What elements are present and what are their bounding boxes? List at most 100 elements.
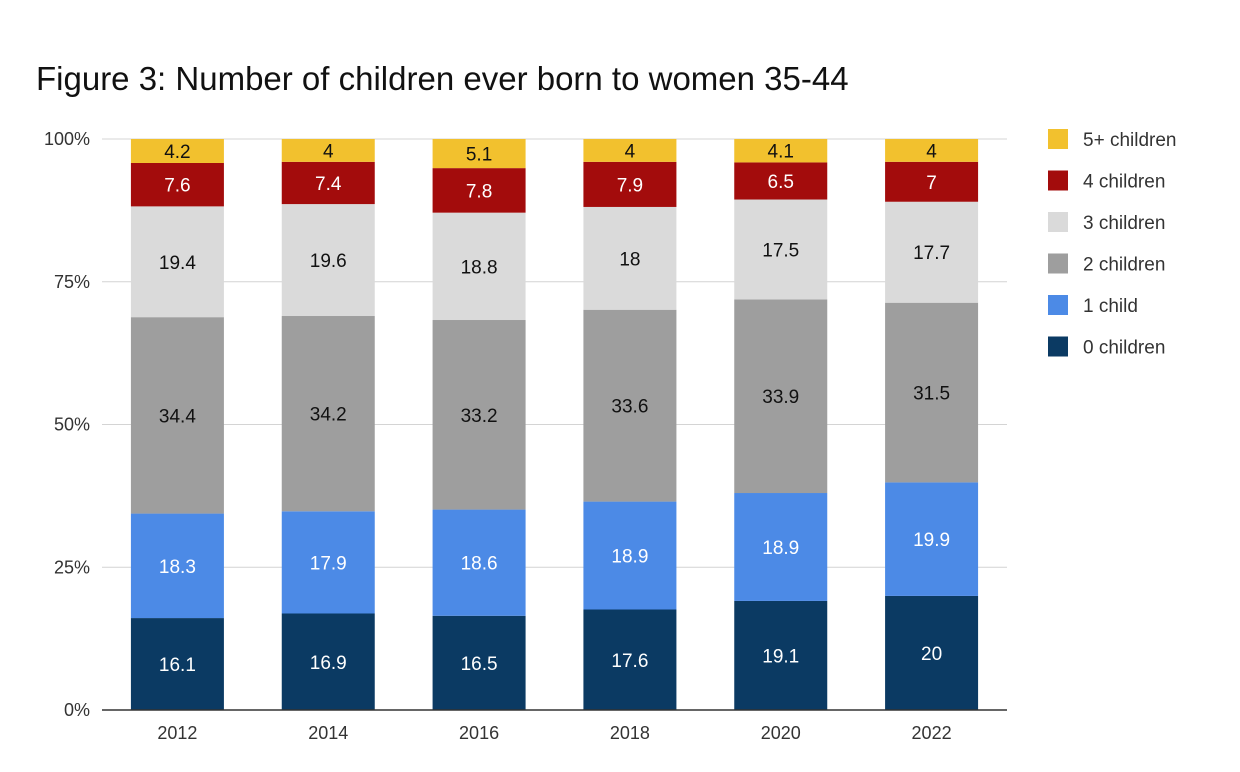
data-label: 4 xyxy=(323,141,334,162)
x-tick-label: 2014 xyxy=(308,723,348,743)
bar-segment xyxy=(734,199,828,300)
bar-segment xyxy=(583,501,677,610)
bar-segment xyxy=(583,161,677,207)
legend-label: 1 child xyxy=(1083,296,1138,317)
data-label: 7.9 xyxy=(617,175,643,196)
data-label: 16.9 xyxy=(310,653,347,674)
bar-segment xyxy=(432,212,526,321)
bar-segment xyxy=(583,206,677,310)
legend-label: 5+ children xyxy=(1083,130,1176,151)
data-label: 5.1 xyxy=(466,145,492,166)
legend: 5+ children 4 children 3 children 2 childre… xyxy=(1048,129,1176,359)
bar-segment xyxy=(734,600,828,710)
x-tick-label: 2012 xyxy=(157,723,197,743)
legend-swatch xyxy=(1048,129,1068,149)
bar-segment xyxy=(583,609,677,710)
bar-segment xyxy=(130,317,224,514)
bar-segment xyxy=(583,139,677,162)
bar-segment xyxy=(432,615,526,710)
chart-title: Figure 3: Number of children ever born t… xyxy=(36,60,849,97)
legend-swatch xyxy=(1048,170,1068,191)
data-label: 17.5 xyxy=(762,240,799,261)
data-label: 33.2 xyxy=(461,406,498,427)
data-label: 16.1 xyxy=(159,655,196,676)
bar-segment xyxy=(885,161,979,202)
legend-swatch xyxy=(1048,336,1068,357)
data-label: 18.6 xyxy=(461,554,498,575)
bar-segment xyxy=(885,201,979,303)
data-label: 18.8 xyxy=(461,257,498,278)
y-tick-label: 25% xyxy=(54,557,90,577)
bar-segment xyxy=(130,162,224,207)
bars: 16.1 18.3 34.4 19.4 7.6 4.2 16.9 17.9 34.2 19.6 7.… xyxy=(130,139,979,710)
data-label: 7 xyxy=(926,173,937,194)
data-label: 34.4 xyxy=(159,406,196,427)
legend-label: 3 children xyxy=(1083,213,1165,234)
bar-segment xyxy=(432,320,526,510)
bar-segment xyxy=(281,139,375,162)
data-label: 19.6 xyxy=(310,251,347,272)
data-label: 4.1 xyxy=(768,142,794,163)
data-label: 19.1 xyxy=(762,646,799,667)
data-label: 17.7 xyxy=(913,243,950,264)
bar-segment xyxy=(281,204,375,317)
legend-label: 0 children xyxy=(1083,338,1165,359)
data-label: 19.9 xyxy=(913,530,950,551)
bar-segment xyxy=(734,299,828,494)
data-label: 7.4 xyxy=(315,174,342,195)
bar-segment xyxy=(583,309,677,502)
data-label: 7.6 xyxy=(164,176,190,197)
bar-segment xyxy=(885,139,979,162)
bar-segment xyxy=(281,613,375,710)
gridlines xyxy=(102,138,1007,568)
bar-segment xyxy=(432,168,526,213)
data-label: 18 xyxy=(619,249,640,270)
bar-segment xyxy=(130,139,224,163)
y-tick-label: 50% xyxy=(54,415,90,435)
bar-segment xyxy=(281,316,375,512)
legend-label: 2 children xyxy=(1083,255,1165,276)
data-label: 4 xyxy=(625,141,636,162)
bar-segment xyxy=(885,302,979,483)
data-label: 6.5 xyxy=(768,172,794,193)
x-tick-label: 2020 xyxy=(761,723,801,743)
x-tick-label: 2022 xyxy=(912,723,952,743)
x-tick-label: 2016 xyxy=(459,723,499,743)
bar-segment xyxy=(130,206,224,318)
bar-segment xyxy=(130,513,224,619)
data-label: 18.3 xyxy=(159,557,196,578)
data-label: 19.4 xyxy=(159,253,196,274)
data-label: 34.2 xyxy=(310,405,347,426)
legend-swatch xyxy=(1048,253,1068,274)
axes: 0%25%50%75%100%2012 2014 2016 2018 2020 2022 xyxy=(44,129,1007,743)
bar-segment xyxy=(432,509,526,616)
data-label: 18.9 xyxy=(762,538,799,559)
bar-segment xyxy=(885,595,979,710)
bar-segment xyxy=(734,139,828,163)
data-label: 4 xyxy=(926,141,937,162)
bar-segment xyxy=(734,493,828,601)
data-label: 33.9 xyxy=(762,387,799,408)
bar-segment xyxy=(281,161,375,205)
data-label: 31.5 xyxy=(913,384,950,405)
y-tick-label: 100% xyxy=(44,129,90,149)
bar-segment xyxy=(734,162,828,200)
data-label: 18.9 xyxy=(611,547,648,568)
bar-segment xyxy=(432,139,526,169)
bar-segment xyxy=(885,482,979,596)
data-label: 17.9 xyxy=(310,553,347,574)
legend-swatch xyxy=(1048,295,1068,315)
data-label: 17.6 xyxy=(611,651,648,672)
x-tick-label: 2018 xyxy=(610,723,650,743)
legend-label: 4 children xyxy=(1083,172,1165,193)
data-label: 4.2 xyxy=(164,142,190,163)
legend-swatch xyxy=(1048,212,1068,232)
data-label: 33.6 xyxy=(611,397,648,418)
data-label: 7.8 xyxy=(466,181,492,202)
data-label: 20 xyxy=(921,644,942,665)
y-tick-label: 0% xyxy=(64,700,90,720)
y-tick-label: 75% xyxy=(54,272,90,292)
data-label: 16.5 xyxy=(461,654,498,675)
bar-segment xyxy=(281,511,375,614)
